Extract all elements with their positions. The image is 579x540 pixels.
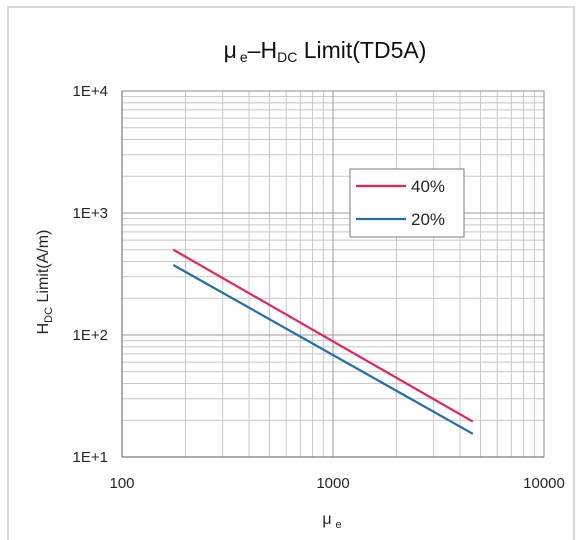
- axes: [121, 90, 545, 458]
- title-sub2: DC: [277, 49, 297, 65]
- x-tick-label: 100: [109, 475, 134, 492]
- chart-title: μ e–HDC Limit(TD5A): [224, 37, 427, 65]
- xlabel-main: μ: [322, 511, 331, 528]
- title-main: μ: [224, 37, 237, 63]
- title-sub: e: [240, 49, 248, 65]
- series-line-40pct: [172, 248, 474, 423]
- legend-box: [349, 168, 465, 238]
- xlabel-sub: e: [336, 519, 342, 531]
- y-tick-label: 1E+4: [73, 83, 108, 100]
- y-tick-label: 1E+1: [73, 449, 108, 466]
- legend: 40% 20%: [349, 168, 465, 238]
- legend-label: 40%: [411, 177, 445, 196]
- ylabel-sub: DC: [43, 307, 55, 323]
- title-dash: –H: [248, 37, 277, 63]
- tick-labels: 100 1000 10000 1E+1 1E+2 1E+3 1E+4: [73, 83, 565, 492]
- legend-label: 20%: [411, 210, 445, 229]
- series-line-20pct: [172, 264, 474, 435]
- series-group: [172, 248, 474, 435]
- y-axis-label: HDC Limit(A/m): [35, 230, 55, 335]
- grid: [121, 90, 545, 458]
- title-rest: Limit(TD5A): [297, 37, 426, 63]
- x-tick-label: 10000: [523, 475, 565, 492]
- ylabel-main: H: [35, 323, 52, 335]
- y-tick-label: 1E+2: [73, 327, 108, 344]
- x-tick-label: 1000: [316, 475, 349, 492]
- y-tick-label: 1E+3: [73, 205, 108, 222]
- ylabel-rest: Limit(A/m): [35, 230, 52, 307]
